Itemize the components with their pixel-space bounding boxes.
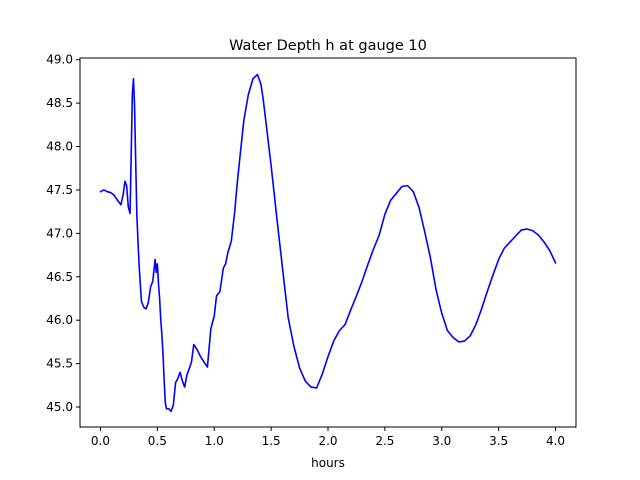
y-tick-label: 46.5 [46, 270, 73, 284]
x-tick-label: 0.0 [91, 434, 110, 448]
chart-title: Water Depth h at gauge 10 [229, 38, 427, 54]
x-tick-label: 2.0 [318, 434, 337, 448]
y-tick-label: 45.5 [46, 357, 73, 371]
x-tick-label: 1.5 [262, 434, 281, 448]
y-tick-label: 48.5 [46, 96, 73, 110]
x-tick-label: 3.0 [432, 434, 451, 448]
y-tick-label: 46.0 [46, 313, 73, 327]
y-tick-label: 45.0 [46, 400, 73, 414]
series-line-0 [99, 73, 557, 413]
x-axis-label: hours [311, 456, 345, 470]
x-tick-label: 3.5 [489, 434, 508, 448]
y-tick-label: 49.0 [46, 53, 73, 67]
x-axis: 0.0 0.5 1.0 1.5 2.0 2.5 3.0 3.5 4.0 [91, 427, 565, 448]
plot-frame [79, 57, 577, 428]
y-tick-label: 48.0 [46, 140, 73, 154]
y-tick-label: 47.0 [46, 226, 73, 240]
y-axis: 45.0 45.5 46.0 46.5 47.0 47.5 48.0 48.5 49.0 [46, 53, 80, 414]
x-tick-label: 2.5 [375, 434, 394, 448]
x-tick-label: 4.0 [546, 434, 565, 448]
x-tick-label: 0.5 [148, 434, 167, 448]
y-tick-label: 47.5 [46, 183, 73, 197]
plot-area [99, 73, 557, 413]
x-tick-label: 1.0 [205, 434, 224, 448]
